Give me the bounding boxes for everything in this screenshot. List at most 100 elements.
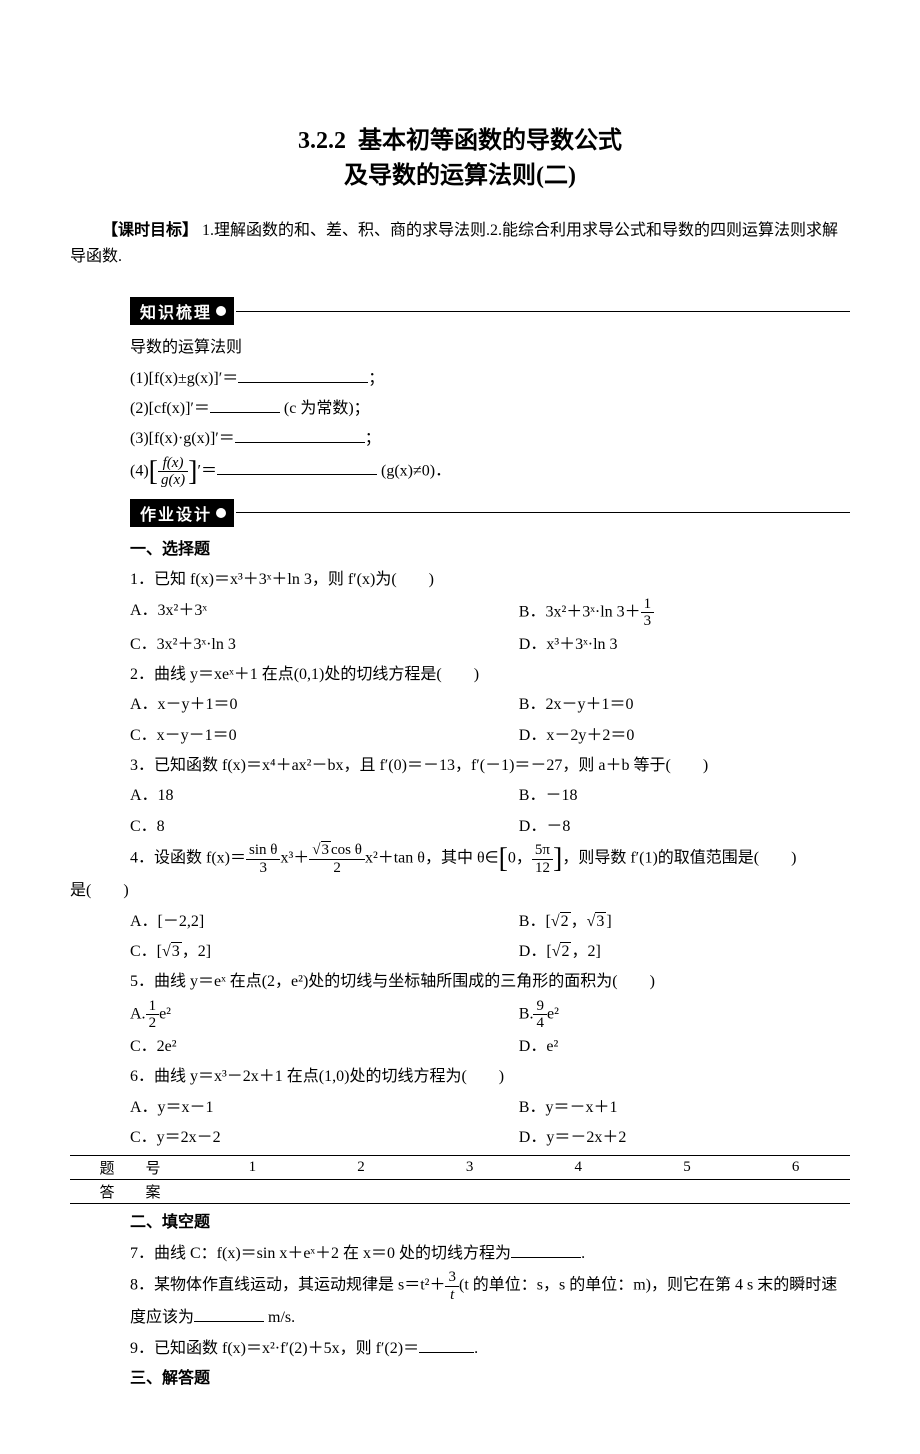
q8: 8．某物体作直线运动，其运动规律是 s＝t²＋3t(t 的单位：s，s 的单位：… (130, 1269, 850, 1333)
rule-4-tail: (g(x)≠0)． (377, 462, 451, 479)
frac-den: 2 (146, 1014, 160, 1032)
table-cell (198, 1180, 307, 1204)
blank (511, 1257, 581, 1258)
objective-label: 【课时目标】 (102, 222, 198, 239)
q1-D: D．x³＋3ˣ·ln 3 (519, 630, 850, 660)
q4-stem-tail-line: 是( ) (70, 876, 850, 906)
frac-den: g(x) (158, 471, 188, 489)
table-cell: 5 (633, 1156, 742, 1180)
frac-num: 5π (532, 842, 553, 859)
fill-block: 二、填空题 7．曲线 C：f(x)＝sin x＋eˣ＋2 在 x＝0 处的切线方… (130, 1208, 850, 1394)
table-cell (307, 1180, 416, 1204)
q6-C: C．y＝2x－2 (130, 1123, 519, 1153)
answer-table: 题 号 1 2 3 4 5 6 答 案 (70, 1155, 850, 1204)
table-cell (415, 1180, 524, 1204)
section-line (236, 512, 850, 513)
q1-B: B．3x²＋3ˣ·ln 3＋13 (519, 596, 850, 630)
q4-A: A．[－2,2] (130, 907, 519, 937)
q4-B-post: ] (606, 913, 611, 930)
blank (210, 396, 280, 413)
rule-1-tail: ； (368, 370, 384, 387)
q4-pre: 4．设函数 f(x)＝ (130, 850, 246, 867)
frac-num: √3cos θ (309, 842, 365, 859)
q4-C-post: ，2] (182, 943, 211, 960)
q1-opts-row2: C．3x²＋3ˣ·ln 3 D．x³＋3ˣ·ln 3 (130, 630, 850, 660)
fraction: 5π12 (532, 842, 553, 876)
table-cell (524, 1180, 633, 1204)
q6-opts-row1: A．y＝x－1 B．y＝－x＋1 (130, 1093, 850, 1123)
q4-t2tail: x²＋tan θ，其中 θ∈ (365, 850, 499, 867)
frac-num: 1 (641, 596, 655, 613)
q5-opts-row1: A.12e² B.94e² (130, 998, 850, 1032)
q7: 7．曲线 C：f(x)＝sin x＋eˣ＋2 在 x＝0 处的切线方程为. (130, 1239, 850, 1269)
title-line-2: 及导数的运算法则(二) (70, 155, 850, 190)
right-bracket-icon: ] (553, 843, 562, 874)
q9: 9．已知函数 f(x)＝x²·f′(2)＋5x，则 f′(2)＝. (130, 1334, 850, 1364)
section-line (236, 311, 850, 312)
dot-icon (216, 508, 226, 518)
q4-C-pre: C．[ (130, 943, 162, 960)
frac-den: t (445, 1286, 459, 1304)
q3-A: A．18 (130, 781, 519, 811)
q4-D: D．[√2，2] (519, 937, 850, 967)
blank (217, 458, 377, 475)
fraction: √3cos θ2 (309, 842, 365, 876)
fraction: f(x)g(x) (158, 455, 188, 489)
q5-C: C．2e² (130, 1032, 519, 1062)
fraction: 3t (445, 1269, 459, 1303)
rule-4-pre: (4) (130, 462, 149, 479)
q5-B-pre: B. (519, 1006, 534, 1023)
q3-opts-row1: A．18 B．－18 (130, 781, 850, 811)
q1-B-pre: B．3x²＋3ˣ·ln 3＋ (519, 603, 641, 620)
q1-stem: 1．已知 f(x)＝x³＋3ˣ＋ln 3，则 f′(x)为( ) (130, 565, 850, 595)
q4-B: B．[√2，√3] (519, 907, 850, 937)
rule-3-pre: (3)[f(x)·g(x)]′＝ (130, 430, 235, 447)
q5-A-post: e² (159, 1006, 171, 1023)
rule-2: (2)[cf(x)]′＝ (c 为常数)； (130, 394, 850, 424)
frac-num: 1 (146, 998, 160, 1015)
part2-heading: 二、填空题 (130, 1208, 850, 1238)
q3-B: B．－18 (519, 781, 850, 811)
q8-pre: 8．某物体作直线运动，其运动规律是 s＝t²＋ (130, 1277, 445, 1294)
sqrt-sym: √ (162, 943, 171, 960)
q3-opts-row2: C．8 D．－8 (130, 812, 850, 842)
table-header-q: 题 号 (70, 1156, 198, 1180)
q3-D: D．－8 (519, 812, 850, 842)
section-chip-label: 作业设计 (140, 501, 212, 525)
section-bar-homework: 作业设计 (130, 499, 850, 527)
q4-B-pre: B．[ (519, 913, 551, 930)
q4-opts-row1: A．[－2,2] B．[√2，√3] (130, 907, 850, 937)
frac-num: f(x) (158, 455, 188, 472)
q5-A: A.12e² (130, 998, 519, 1032)
section-bar-knowledge: 知识梳理 (130, 297, 850, 325)
fraction: 13 (641, 596, 655, 630)
homework-block: 一、选择题 1．已知 f(x)＝x³＋3ˣ＋ln 3，则 f′(x)为( ) A… (130, 535, 850, 877)
q1-A: A．3x²＋3ˣ (130, 596, 519, 630)
section-chip-knowledge: 知识梳理 (130, 297, 234, 325)
q2-opts-row2: C．x－y－1＝0 D．x－2y＋2＝0 (130, 721, 850, 751)
q4-C: C．[√3，2] (130, 937, 519, 967)
frac-den: 12 (532, 859, 553, 877)
blank (419, 1352, 474, 1353)
rule-3: (3)[f(x)·g(x)]′＝ ； (130, 424, 850, 454)
frac-num-tail: cos θ (331, 842, 362, 858)
rule-1: (1)[f(x)±g(x)]′＝； (130, 364, 850, 394)
table-cell (633, 1180, 742, 1204)
table-cell: 2 (307, 1156, 416, 1180)
q2-C: C．x－y－1＝0 (130, 721, 519, 751)
frac-num: 3 (445, 1269, 459, 1286)
knowledge-block: 导数的运算法则 (1)[f(x)±g(x)]′＝； (2)[cf(x)]′＝ (… (130, 333, 850, 489)
title-block: 3.2.2 基本初等函数的导数公式 及导数的运算法则(二) (70, 120, 850, 190)
rule-2-tail: (c 为常数)； (280, 400, 370, 417)
left-bracket-icon: [ (149, 456, 158, 487)
range-l: 0 (508, 850, 516, 867)
q8-tail: m/s. (264, 1309, 295, 1326)
sqrt-rad: 2 (560, 912, 571, 930)
q4-opts-row2: C．[√3，2] D．[√2，2] (130, 937, 850, 967)
q9-stem: 9．已知函数 f(x)＝x²·f′(2)＋5x，则 f′(2)＝ (130, 1340, 419, 1357)
section-chip-homework: 作业设计 (130, 499, 234, 527)
q4-D-post: ，2] (571, 943, 600, 960)
q4-opts: A．[－2,2] B．[√2，√3] C．[√3，2] D．[√2，2] 5．曲… (130, 907, 850, 1154)
rule-3-tail: ； (365, 430, 381, 447)
section-number: 3.2.2 (298, 128, 346, 154)
